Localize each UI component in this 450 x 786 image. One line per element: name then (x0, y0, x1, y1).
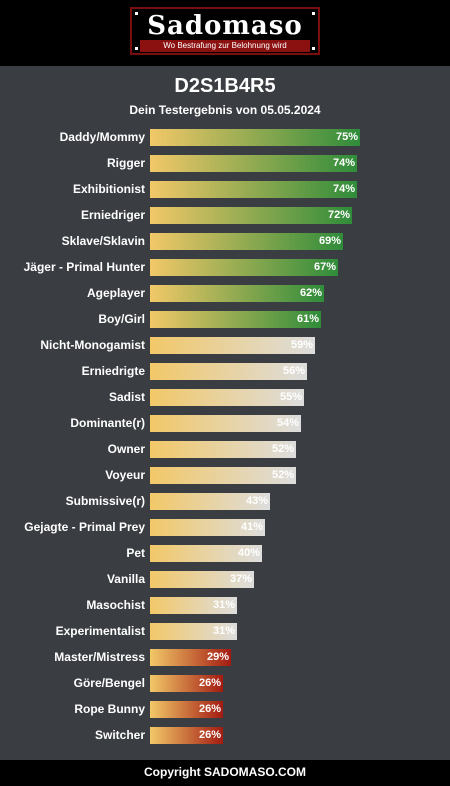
bar (150, 467, 296, 484)
category-label: Rope Bunny (74, 702, 145, 716)
category-label: Owner (107, 442, 145, 456)
bar (150, 259, 338, 276)
value-label: 72% (327, 209, 350, 221)
category-label: Vanilla (106, 572, 145, 586)
value-label: 55% (279, 391, 302, 403)
bar (150, 675, 223, 692)
category-label: Rigger (106, 156, 145, 170)
bar (150, 519, 265, 536)
category-label: Exhibitionist (73, 182, 145, 196)
bar (150, 441, 296, 458)
logo-ornament-icon (135, 47, 138, 50)
bar (150, 493, 270, 510)
bar (150, 649, 231, 666)
value-label: 52% (271, 443, 294, 455)
copyright-text: Copyright SADOMASO.COM (144, 765, 306, 779)
chart-title: D2S1B4R5 (174, 75, 276, 97)
category-label: Master/Mistress (54, 650, 145, 664)
header-bar: Sadomaso Wo Bestrafung zur Belohnung wir… (0, 0, 450, 66)
category-label: Jäger - Primal Hunter (23, 260, 145, 274)
category-label: Dominante(r) (70, 416, 145, 430)
bar (150, 337, 315, 354)
value-label: 40% (237, 547, 260, 559)
bar (150, 597, 237, 614)
logo-ornament-icon (135, 12, 138, 15)
value-label: 37% (229, 573, 252, 585)
category-label: Masochist (86, 598, 145, 612)
value-label: 26% (198, 677, 221, 689)
bar (150, 571, 254, 588)
value-label: 26% (198, 703, 221, 715)
value-label: 59% (290, 339, 313, 351)
category-label: Sadist (108, 390, 145, 404)
bar (150, 155, 357, 172)
value-label: 31% (212, 625, 235, 637)
bar (150, 129, 360, 146)
category-label: Göre/Bengel (73, 676, 145, 690)
bar (150, 545, 262, 562)
value-label: 52% (271, 469, 294, 481)
value-label: 31% (212, 599, 235, 611)
value-label: 69% (318, 235, 341, 247)
category-label: Sklave/Sklavin (61, 234, 145, 248)
logo-tagline: Wo Bestrafung zur Belohnung wird (140, 40, 310, 52)
value-label: 41% (240, 521, 263, 533)
category-label: Voyeur (105, 468, 145, 482)
site-logo[interactable]: Sadomaso Wo Bestrafung zur Belohnung wir… (130, 7, 320, 55)
value-label: 54% (276, 417, 299, 429)
logo-ornament-icon (312, 12, 315, 15)
bar (150, 311, 321, 328)
bar (150, 181, 357, 198)
bar (150, 233, 343, 250)
bar (150, 623, 237, 640)
chart-subtitle: Dein Testergebnis von 05.05.2024 (129, 103, 321, 117)
category-label: Ageplayer (86, 286, 145, 300)
category-label: Gejagte - Primal Prey (24, 520, 145, 534)
value-label: 29% (206, 651, 229, 663)
value-label: 74% (332, 183, 355, 195)
category-label: Daddy/Mommy (59, 130, 145, 144)
value-label: 61% (296, 313, 319, 325)
bar (150, 285, 324, 302)
logo-ornament-icon (312, 47, 315, 50)
category-label: Switcher (94, 728, 145, 742)
bar (150, 363, 307, 380)
value-label: 74% (332, 157, 355, 169)
bar (150, 389, 304, 406)
value-label: 75% (335, 131, 358, 143)
value-label: 26% (198, 729, 221, 741)
category-label: Submissive(r) (65, 494, 145, 508)
category-label: Nicht-Monogamist (40, 338, 145, 352)
value-label: 62% (299, 287, 322, 299)
category-label: Experimentalist (55, 624, 145, 638)
footer-bar: Copyright SADOMASO.COM (0, 760, 450, 786)
logo-name: Sadomaso (147, 11, 303, 41)
value-label: 43% (245, 495, 268, 507)
category-label: Boy/Girl (98, 312, 145, 326)
bar (150, 207, 352, 224)
category-label: Erniedrigte (81, 364, 145, 378)
category-label: Erniedriger (80, 208, 145, 222)
value-label: 56% (282, 365, 305, 377)
category-label: Pet (126, 546, 145, 560)
value-label: 67% (313, 261, 336, 273)
bar (150, 415, 301, 432)
bar (150, 727, 223, 744)
bar (150, 701, 223, 718)
